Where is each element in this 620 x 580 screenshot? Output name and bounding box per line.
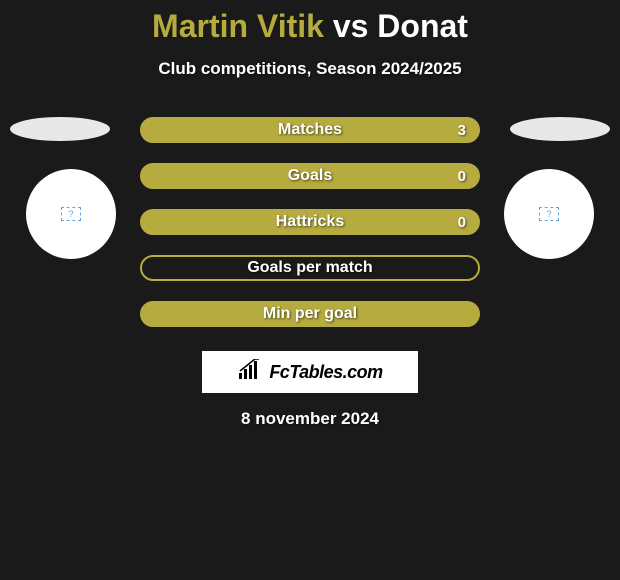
stat-bar: Goals per match: [140, 255, 480, 281]
title-player1: Martin Vitik: [152, 8, 324, 44]
stat-bar-label: Goals: [288, 167, 332, 185]
stat-bar-label: Hattricks: [276, 213, 344, 231]
image-placeholder-icon: ?: [539, 207, 559, 221]
title-vs: vs: [333, 8, 369, 44]
player1-avatar: ?: [26, 169, 116, 259]
player2-name-ellipse: [510, 117, 610, 141]
stat-bar-label: Matches: [278, 121, 342, 139]
comparison-area: ? ? Matches 3 Goals 0 Hattricks 0 Goals per ma…: [0, 117, 620, 429]
stat-bar: Hattricks 0: [140, 209, 480, 235]
fctables-logo[interactable]: FcTables.com: [202, 351, 418, 393]
stat-bar: Matches 3: [140, 117, 480, 143]
logo-text: FcTables.com: [269, 362, 382, 383]
stat-bar-label: Goals per match: [247, 259, 372, 277]
page-title: Martin Vitik vs Donat: [0, 0, 620, 45]
stat-bar-value: 0: [458, 168, 466, 185]
date-text: 8 november 2024: [0, 409, 620, 429]
stat-bar-value: 3: [458, 122, 466, 139]
stat-bar: Goals 0: [140, 163, 480, 189]
title-player2: Donat: [377, 8, 468, 44]
stat-bars: Matches 3 Goals 0 Hattricks 0 Goals per match M…: [140, 117, 480, 327]
subtitle: Club competitions, Season 2024/2025: [0, 59, 620, 79]
player1-name-ellipse: [10, 117, 110, 141]
stat-bar: Min per goal: [140, 301, 480, 327]
image-placeholder-icon: ?: [61, 207, 81, 221]
chart-icon: [237, 359, 263, 386]
stat-bar-label: Min per goal: [263, 305, 357, 323]
stat-bar-value: 0: [458, 214, 466, 231]
player2-avatar: ?: [504, 169, 594, 259]
